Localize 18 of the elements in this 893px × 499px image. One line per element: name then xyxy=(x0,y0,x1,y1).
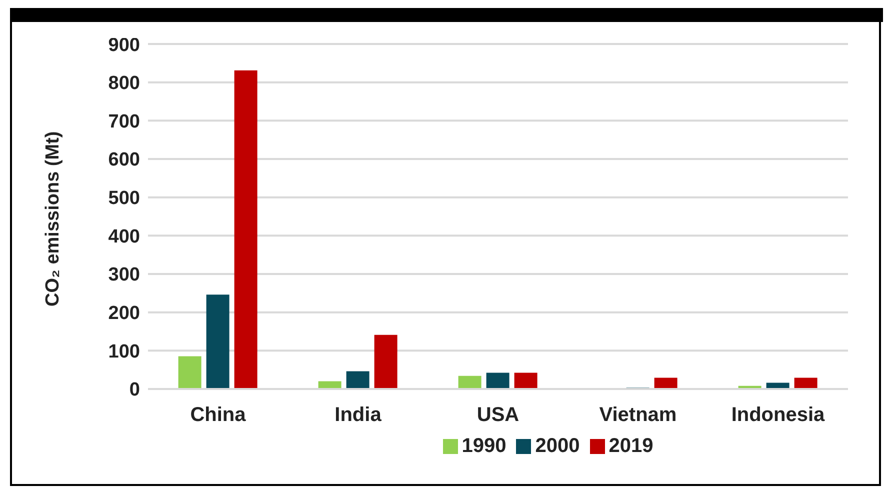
legend-label: 1990 xyxy=(462,435,506,457)
y-tick-label: 500 xyxy=(108,188,140,210)
x-tick-label: Indonesia xyxy=(731,404,826,426)
y-tick-label: 300 xyxy=(108,264,140,286)
y-tick-label: 100 xyxy=(108,341,140,362)
y-axis-title: CO₂ emissions (Mt) xyxy=(42,131,64,306)
y-tick-label: 700 xyxy=(108,111,140,132)
legend-label: 2000 xyxy=(535,435,580,457)
y-tick-label: 800 xyxy=(108,73,140,94)
legend-label: 2019 xyxy=(608,435,654,457)
x-tick-label: China xyxy=(190,404,247,426)
y-tick-label: 200 xyxy=(108,303,140,324)
y-tick-label: 0 xyxy=(129,380,140,401)
y-tick-label: 400 xyxy=(108,226,140,248)
x-tick-label: Vietnam xyxy=(599,404,677,426)
x-tick-label: India xyxy=(334,404,382,426)
y-tick-label: 600 xyxy=(108,150,140,171)
x-tick-label: USA xyxy=(476,404,520,426)
